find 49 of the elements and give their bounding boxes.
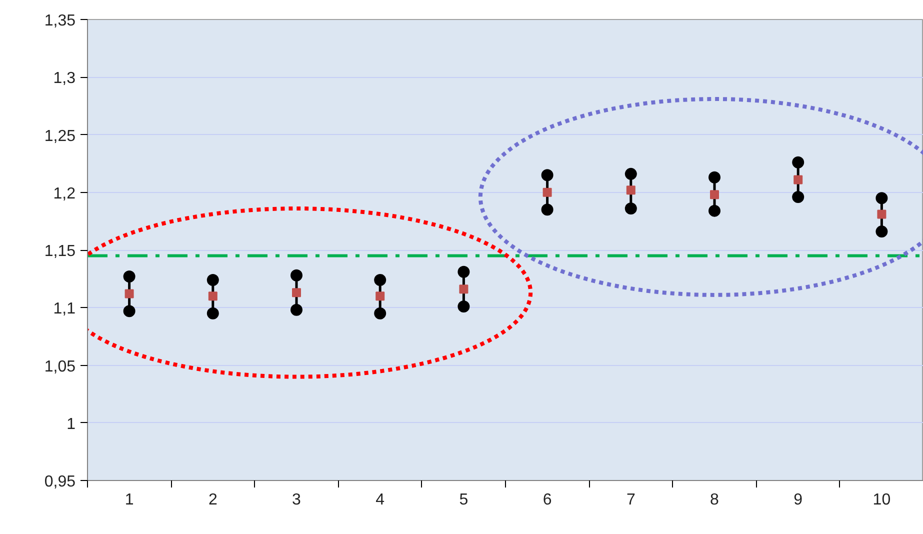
point: [124, 289, 134, 298]
y-tick-label: 0,95: [44, 474, 76, 490]
point: [624, 202, 637, 214]
y-tick-label: 1,35: [44, 12, 76, 30]
point: [876, 192, 888, 204]
point: [374, 307, 386, 320]
x-tick-label: 3: [292, 492, 302, 508]
point: [541, 204, 554, 216]
y-tick-label: 1,05: [44, 358, 76, 376]
point: [792, 156, 804, 168]
point: [792, 190, 804, 203]
point: [376, 292, 385, 301]
point: [458, 266, 470, 278]
point: [292, 288, 301, 298]
point: [877, 210, 886, 219]
x-tick-label: 10: [872, 492, 891, 508]
point: [624, 168, 637, 180]
point: [206, 307, 219, 320]
point: [458, 300, 470, 312]
point: [626, 186, 636, 195]
x-tick-label: 7: [626, 492, 636, 508]
point: [374, 274, 386, 286]
y-tick-label: 1,15: [44, 243, 76, 260]
y-tick-label: 1,25: [44, 128, 76, 145]
x-tick-label: 6: [542, 492, 552, 508]
point: [123, 270, 136, 282]
x-tick-label: 2: [208, 492, 218, 508]
point: [876, 226, 888, 238]
point: [290, 304, 302, 316]
x-tick-label: 9: [794, 492, 803, 508]
point: [459, 284, 468, 294]
x-tick-label: 5: [459, 492, 468, 508]
x-tick-label: 1: [124, 492, 134, 508]
y-tick-label: 1,2: [53, 185, 76, 202]
x-tick-label: 4: [376, 492, 385, 508]
y-tick-label: 1,3: [53, 70, 76, 88]
point: [542, 188, 552, 197]
point: [123, 305, 136, 318]
point: [206, 274, 219, 286]
point: [708, 171, 720, 184]
point: [710, 190, 719, 200]
point: [208, 292, 218, 301]
point: [290, 269, 302, 282]
point: [708, 204, 720, 217]
point: [794, 175, 803, 184]
point: [541, 169, 554, 182]
y-tick-label: 1,1: [53, 300, 76, 318]
y-tick-label: 1: [66, 416, 76, 433]
x-tick-label: 8: [710, 492, 720, 508]
